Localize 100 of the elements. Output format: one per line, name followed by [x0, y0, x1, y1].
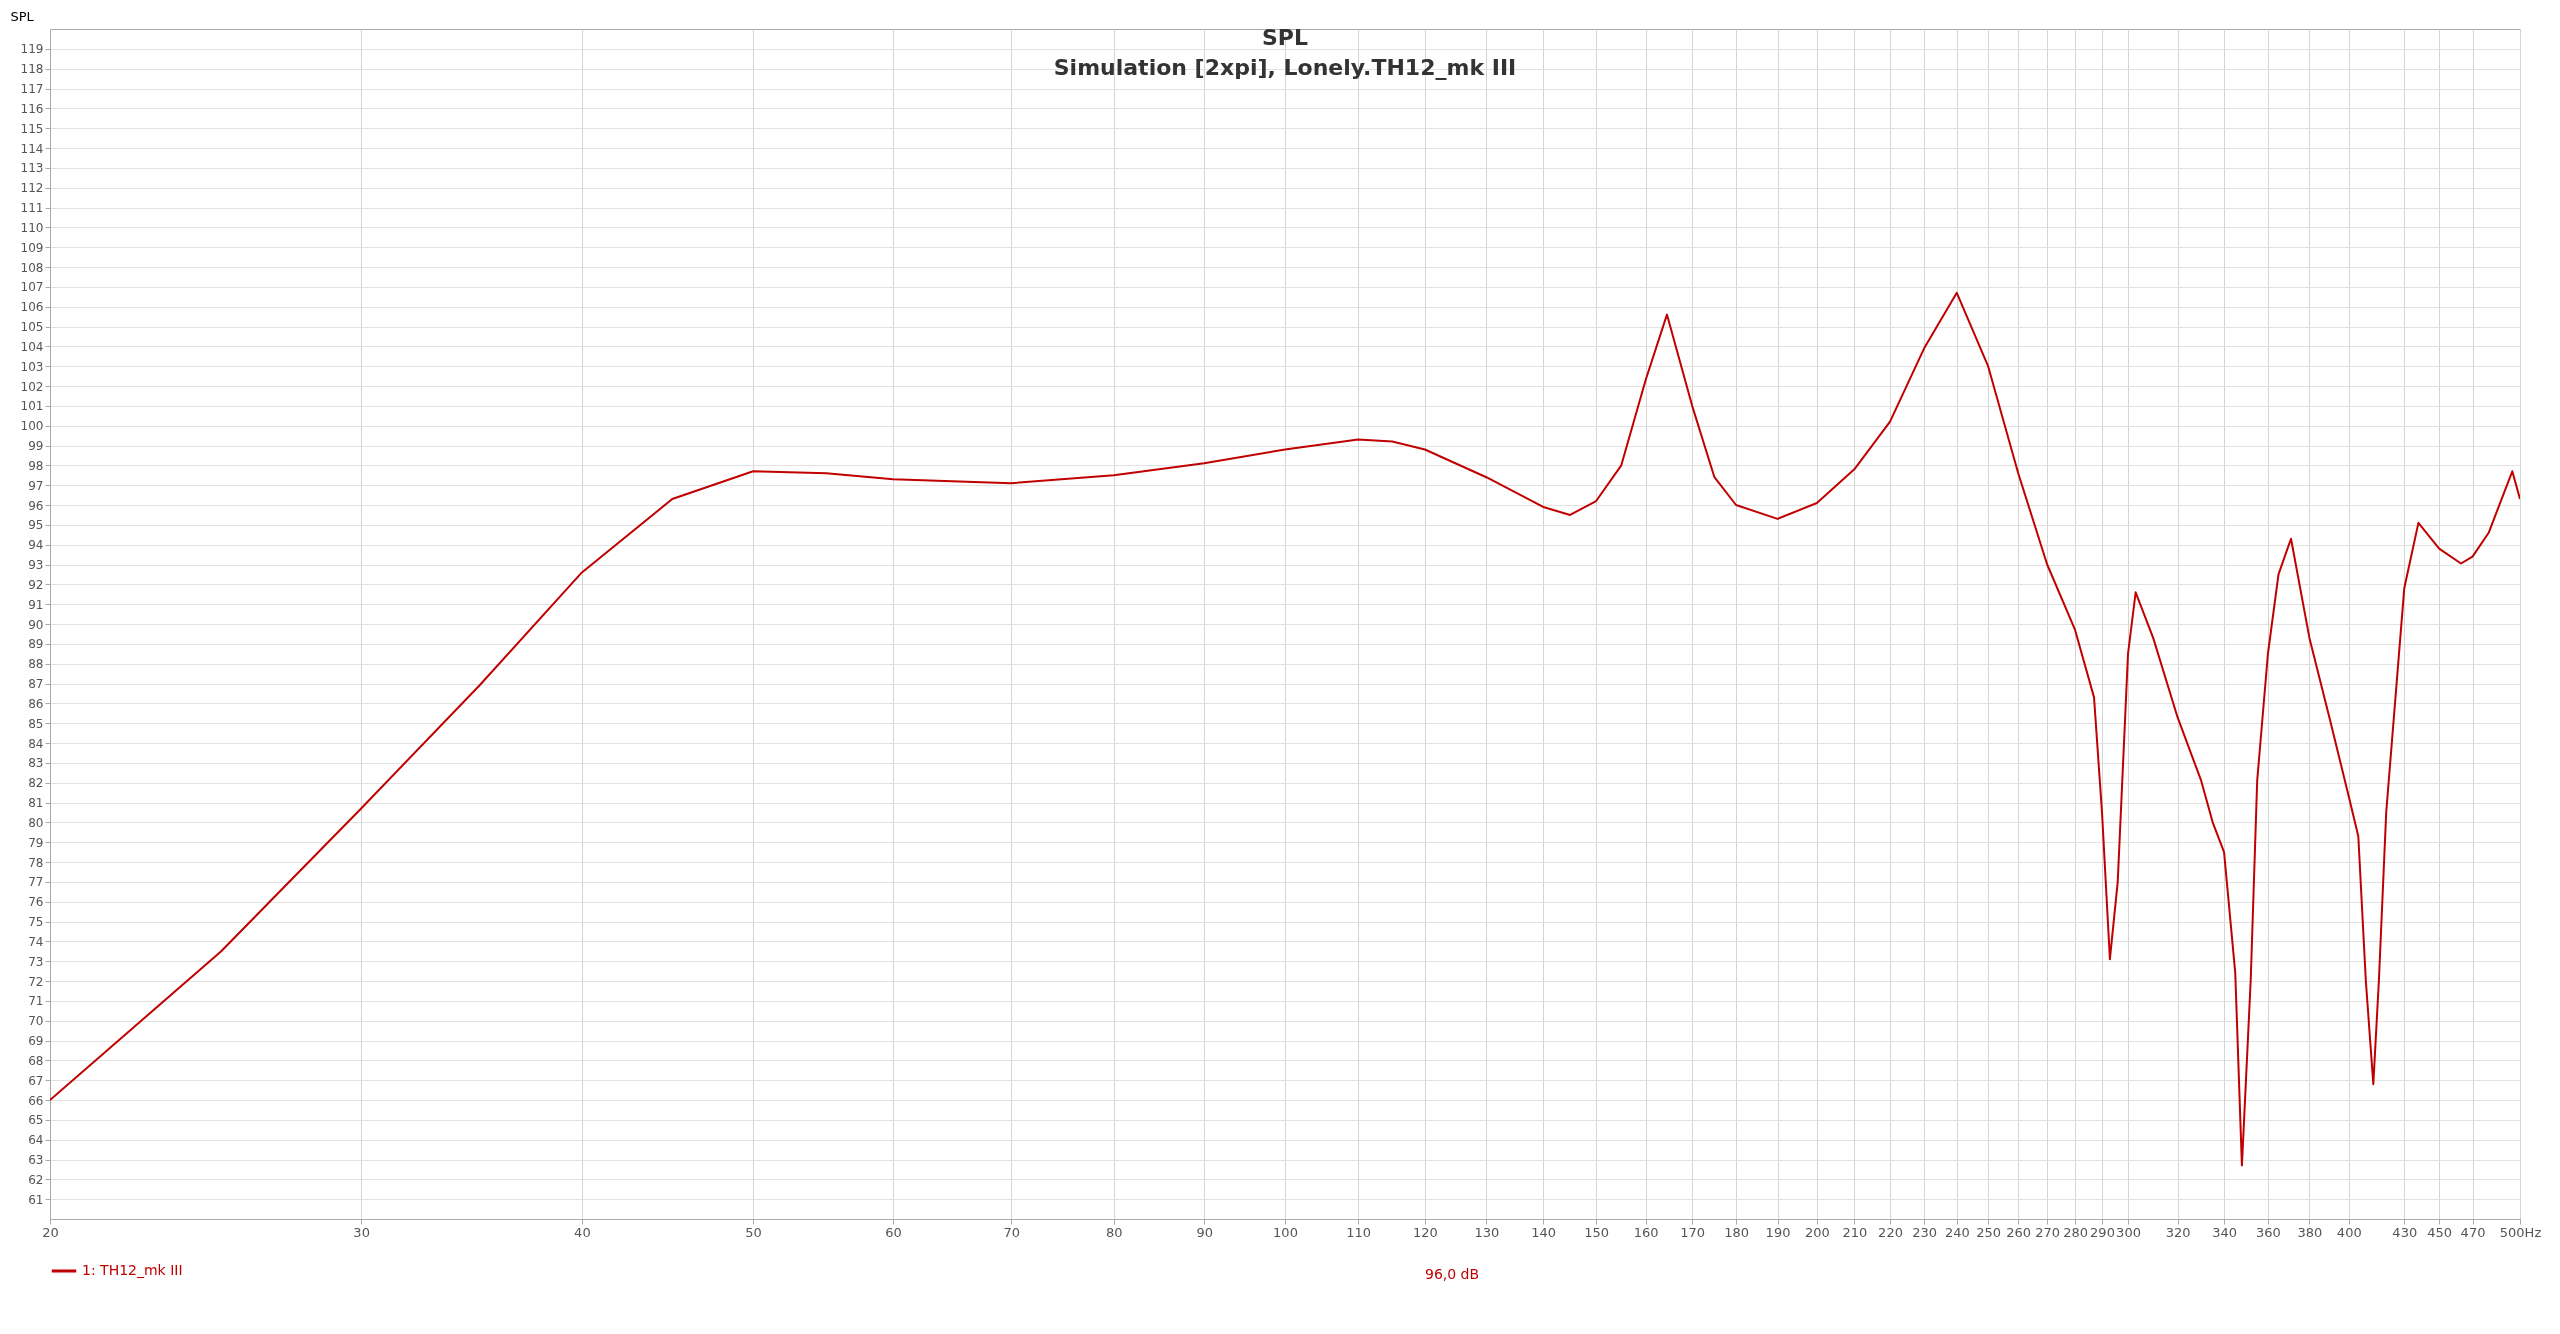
x-tick-label: 300 — [2116, 1224, 2141, 1240]
y-tick-label: 96 — [28, 498, 44, 513]
x-tick-label: 90 — [1196, 1224, 1213, 1240]
x-tick-label: 400 — [2336, 1224, 2362, 1240]
y-tick-label: 100 — [20, 419, 44, 434]
x-tick-label: 190 — [1765, 1224, 1791, 1240]
y-tick-label: 66 — [28, 1093, 44, 1108]
y-tick-label: 64 — [28, 1133, 44, 1148]
x-tick-label: 70 — [1003, 1224, 1021, 1240]
y-tick-label: 92 — [28, 577, 44, 592]
x-tick-label: 170 — [1680, 1224, 1706, 1240]
y-tick-label: 82 — [28, 776, 44, 791]
y-tick-label: 98 — [28, 458, 44, 473]
y-tick-label: 95 — [28, 518, 44, 533]
x-tick-label: 200 — [1804, 1224, 1830, 1240]
y-tick-label: 71 — [28, 994, 44, 1009]
x-tick-label: 280 — [2063, 1224, 2088, 1240]
y-tick-label: 79 — [28, 835, 44, 850]
y-tick-label: 112 — [20, 181, 44, 196]
y-tick-label: 67 — [28, 1073, 44, 1088]
x-tick-label: 120 — [1412, 1224, 1438, 1240]
y-tick-label: 61 — [28, 1192, 44, 1207]
y-tick-label: 73 — [28, 954, 44, 969]
x-tick-label: 270 — [2035, 1224, 2061, 1240]
y-tick-label: 113 — [20, 161, 44, 176]
y-tick-label: 114 — [20, 141, 44, 156]
x-tick-label: 320 — [2165, 1224, 2191, 1240]
y-tick-label: 70 — [28, 1014, 44, 1029]
y-tick-label: 108 — [20, 260, 44, 275]
y-tick-label: 99 — [28, 439, 44, 453]
x-tick-label: 20 — [42, 1224, 59, 1240]
y-tick-label: 101 — [20, 399, 44, 414]
y-tick-label: 91 — [28, 597, 44, 612]
y-tick-label: 83 — [28, 756, 44, 771]
y-tick-label: 80 — [28, 815, 44, 830]
y-tick-label: 119 — [20, 42, 44, 57]
x-tick-label: 110 — [1346, 1224, 1372, 1240]
x-tick-label: 290 — [2090, 1224, 2115, 1240]
x-tick-label: 150 — [1584, 1224, 1610, 1240]
y-tick-label: 104 — [20, 339, 44, 354]
y-tick-label: 102 — [20, 379, 44, 394]
y-tick-label: 75 — [28, 915, 44, 929]
y-tick-label: 103 — [20, 359, 44, 374]
y-tick-label: 110 — [20, 220, 44, 235]
x-tick-label: 130 — [1474, 1224, 1500, 1240]
text: Simulation [2xpi], Lonely.TH12_mk III — [1053, 55, 1517, 80]
y-tick-label: 117 — [20, 82, 44, 96]
x-tick-label: 160 — [1633, 1224, 1659, 1240]
y-tick-label: 88 — [28, 657, 44, 672]
y-tick-label: 93 — [28, 558, 44, 572]
y-tick-label: 115 — [20, 121, 44, 136]
y-tick-label: 118 — [20, 62, 44, 77]
y-tick-label: 81 — [28, 796, 44, 810]
x-tick-label: 380 — [2297, 1224, 2323, 1240]
y-tick-label: 65 — [28, 1113, 44, 1128]
y-tick-label: 68 — [28, 1053, 44, 1068]
chart-title: SPL — [1262, 25, 1308, 50]
x-tick-label: 450 — [2427, 1224, 2453, 1240]
x-tick-label: 250 — [1976, 1224, 2002, 1240]
x-tick-label: 50 — [745, 1224, 762, 1240]
x-tick-label: 60 — [885, 1224, 902, 1240]
y-tick-label: 74 — [28, 934, 44, 949]
x-tick-label: 470 — [2460, 1224, 2486, 1240]
x-tick-label: 340 — [2212, 1224, 2237, 1240]
x-tick-label: 80 — [1106, 1224, 1123, 1240]
y-tick-label: 97 — [28, 478, 44, 493]
y-tick-label: 111 — [20, 201, 44, 215]
y-tick-label: 85 — [28, 716, 44, 731]
x-tick-label: 500Hz — [2499, 1224, 2542, 1240]
legend-label: 1: TH12_mk III — [82, 1262, 183, 1278]
text: 96,0 dB — [1425, 1266, 1480, 1282]
x-tick-label: 180 — [1724, 1224, 1749, 1240]
x-tick-label: 240 — [1944, 1224, 1970, 1240]
x-tick-label: 260 — [2006, 1224, 2032, 1240]
y-axis-title: SPL — [10, 8, 35, 24]
x-tick-label: 100 — [1273, 1224, 1298, 1240]
x-tick-label: 210 — [1842, 1224, 1868, 1240]
y-tick-label: 62 — [28, 1172, 44, 1187]
y-tick-label: 89 — [28, 637, 44, 652]
y-tick-label: 78 — [28, 855, 44, 870]
x-tick-label: 220 — [1878, 1224, 1903, 1240]
y-tick-label: 94 — [28, 538, 44, 553]
y-tick-label: 72 — [28, 974, 44, 989]
y-tick-label: 69 — [28, 1034, 44, 1048]
y-tick-label: 76 — [28, 895, 44, 910]
y-tick-label: 63 — [28, 1153, 44, 1167]
x-tick-label: 30 — [353, 1224, 370, 1240]
x-tick-label: 40 — [574, 1224, 591, 1240]
y-tick-label: 106 — [20, 300, 44, 315]
y-tick-label: 90 — [28, 617, 44, 632]
y-tick-label: 109 — [20, 240, 44, 255]
x-tick-label: 430 — [2392, 1224, 2418, 1240]
y-tick-label: 77 — [28, 875, 44, 890]
y-tick-label: 107 — [20, 280, 44, 295]
y-tick-label: 87 — [28, 677, 44, 691]
y-tick-label: 86 — [28, 696, 44, 711]
x-tick-label: 230 — [1912, 1224, 1938, 1240]
y-tick-label: 84 — [28, 736, 44, 751]
x-tick-label: 140 — [1531, 1224, 1557, 1240]
x-tick-label: 360 — [2256, 1224, 2281, 1240]
